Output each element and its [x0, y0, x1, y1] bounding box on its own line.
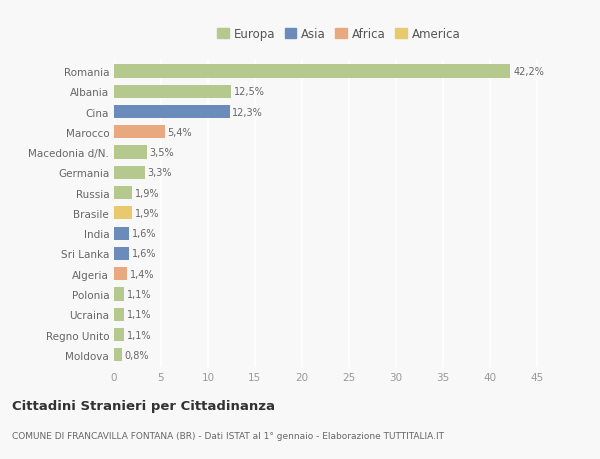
- Bar: [114, 106, 230, 119]
- Text: Cittadini Stranieri per Cittadinanza: Cittadini Stranieri per Cittadinanza: [12, 399, 275, 412]
- Bar: [114, 146, 147, 159]
- Bar: [114, 328, 124, 341]
- Text: 5,4%: 5,4%: [167, 128, 192, 138]
- Text: 12,3%: 12,3%: [232, 107, 263, 117]
- Bar: [114, 126, 165, 139]
- Legend: Europa, Asia, Africa, America: Europa, Asia, Africa, America: [215, 26, 463, 43]
- Bar: [114, 268, 127, 281]
- Bar: [114, 227, 129, 240]
- Text: 1,4%: 1,4%: [130, 269, 154, 279]
- Text: 1,9%: 1,9%: [134, 188, 159, 198]
- Bar: [114, 187, 132, 200]
- Bar: [114, 288, 124, 301]
- Text: 3,5%: 3,5%: [149, 148, 175, 158]
- Bar: [114, 247, 129, 260]
- Bar: [114, 167, 145, 179]
- Text: 1,1%: 1,1%: [127, 310, 152, 319]
- Text: COMUNE DI FRANCAVILLA FONTANA (BR) - Dati ISTAT al 1° gennaio - Elaborazione TUT: COMUNE DI FRANCAVILLA FONTANA (BR) - Dat…: [12, 431, 444, 441]
- Text: 42,2%: 42,2%: [513, 67, 544, 77]
- Text: 1,6%: 1,6%: [132, 229, 157, 239]
- Bar: [114, 308, 124, 321]
- Text: 1,1%: 1,1%: [127, 289, 152, 299]
- Text: 1,1%: 1,1%: [127, 330, 152, 340]
- Text: 1,9%: 1,9%: [134, 208, 159, 218]
- Text: 0,8%: 0,8%: [124, 350, 149, 360]
- Bar: [114, 85, 232, 99]
- Text: 1,6%: 1,6%: [132, 249, 157, 259]
- Text: 3,3%: 3,3%: [148, 168, 172, 178]
- Bar: [114, 348, 122, 362]
- Bar: [114, 65, 511, 78]
- Bar: [114, 207, 132, 220]
- Text: 12,5%: 12,5%: [234, 87, 265, 97]
